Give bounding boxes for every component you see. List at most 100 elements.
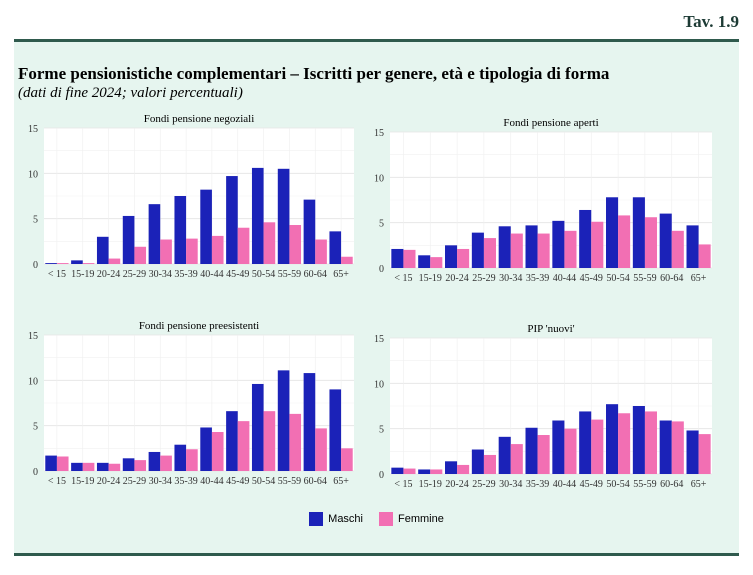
y-tick-label: 0 [33,260,38,271]
y-tick-label: 10 [28,376,38,387]
bar-femmine [403,468,416,474]
x-tick-label: 65+ [333,476,349,487]
bar-maschi [606,404,619,474]
bar-maschi [200,427,212,471]
bar-femmine [510,233,523,268]
y-tick-label: 15 [374,334,384,345]
legend-label-femmine: Femmine [398,513,444,525]
table-number: Tav. 1.9 [683,12,739,31]
x-tick-label: 30-34 [149,476,172,487]
x-tick-label: 40-44 [200,476,223,487]
y-tick-label: 5 [33,215,38,226]
x-tick-label: 20-24 [445,479,468,490]
bar-maschi [122,458,135,471]
chart-title: Fondi pensione preesistenti [139,320,259,332]
bar-maschi [303,373,316,471]
bar-femmine [263,411,276,471]
bar-maschi [418,469,431,474]
x-tick-label: 55-59 [278,476,301,487]
x-tick-label: < 15 [394,273,412,284]
x-tick-label: 40-44 [553,273,576,284]
chart-preesistenti: Fondi pensione preesistenti 0 5 10 15 < 15 15-… [28,320,354,487]
x-tick-label: 30-34 [149,269,172,280]
bar-femmine [134,460,147,471]
bottom-rule [14,553,739,556]
bar-femmine [698,244,711,268]
bar-femmine [341,448,353,471]
legend-swatch-femmine [379,512,393,526]
bar-femmine [237,421,250,471]
bar-femmine [134,246,147,264]
legend-item-maschi: Maschi [309,512,363,526]
bar-maschi [303,199,316,264]
bar-femmine [263,222,276,264]
x-tick-label: < 15 [48,269,66,280]
x-tick-label: 65+ [691,479,707,490]
x-tick-label: 45-49 [580,479,603,490]
x-tick-label: 35-39 [526,479,549,490]
bar-femmine [160,239,172,264]
bar-femmine [698,434,711,474]
x-tick-label: 60-64 [660,273,683,284]
bar-femmine [211,432,224,471]
bar-maschi [606,197,619,268]
bar-maschi [391,248,404,268]
bar-maschi [686,225,699,268]
x-tick-label: 45-49 [580,273,603,284]
x-tick-label: 55-59 [278,269,301,280]
bar-femmine [671,230,684,268]
bar-femmine [108,463,121,471]
bar-maschi [200,189,212,264]
bar-femmine [289,225,302,264]
bar-maschi [96,462,109,471]
x-tick-label: 35-39 [174,269,197,280]
bar-femmine [483,238,496,268]
y-tick-label: 15 [374,128,384,139]
x-tick-label: 35-39 [526,273,549,284]
x-tick-label: < 15 [394,479,412,490]
bar-femmine [341,256,353,264]
x-tick-label: 50-54 [606,273,629,284]
bar-maschi [226,411,238,471]
x-tick-label: 25-29 [123,269,146,280]
bar-femmine [315,239,327,264]
bar-maschi [45,455,57,471]
bar-femmine [430,469,443,474]
bar-maschi [632,197,645,268]
legend-label-maschi: Maschi [328,513,363,525]
x-tick-label: 40-44 [553,479,576,490]
y-tick-label: 5 [33,422,38,433]
x-tick-label: 15-19 [71,269,94,280]
bar-maschi [391,467,404,474]
x-tick-label: 55-59 [633,479,656,490]
bar-maschi [445,461,458,474]
bar-maschi [277,168,290,264]
x-tick-label: 25-29 [123,476,146,487]
bar-femmine [186,238,198,264]
y-tick-label: 10 [374,379,384,390]
top-rule [14,39,739,42]
bar-maschi [418,255,431,268]
bar-femmine [537,233,550,268]
bar-maschi [148,451,161,471]
bar-maschi [659,420,672,474]
bar-femmine [315,428,327,471]
chart-title: Fondi pensione negoziali [144,113,255,125]
bar-maschi [251,383,264,471]
bar-femmine [403,249,416,268]
bar-femmine [564,230,577,268]
bar-femmine [591,419,604,474]
y-tick-label: 5 [379,219,384,230]
bar-femmine [537,435,550,474]
bar-maschi [329,389,342,471]
bar-maschi [579,209,592,268]
bar-maschi [226,176,238,264]
x-tick-label: 20-24 [97,476,120,487]
x-tick-label: 20-24 [97,269,120,280]
chart-title: PIP 'nuovi' [527,323,574,335]
bar-femmine [82,263,95,264]
x-tick-label: 60-64 [660,479,683,490]
bar-maschi [579,411,592,474]
bar-femmine [108,258,121,264]
